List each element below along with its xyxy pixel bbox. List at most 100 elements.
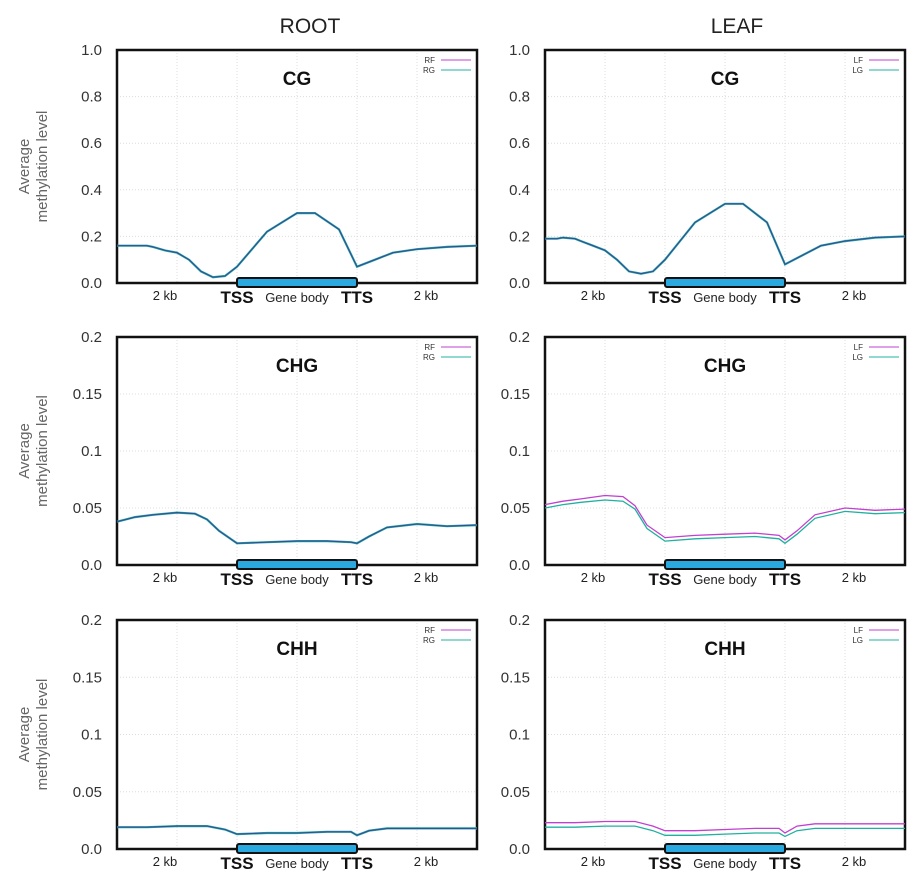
gene-body-bar — [664, 843, 786, 854]
legend-label-lg: LG — [852, 66, 863, 75]
ytick-label: 0.6 — [509, 135, 530, 152]
xlabel-right-flank: 2 kb — [414, 570, 439, 585]
ytick-label: 0.2 — [81, 228, 102, 245]
panel-title-chg: CHG — [704, 356, 746, 377]
ytick-label: 0.2 — [509, 329, 530, 346]
series-line-lf — [545, 820, 905, 834]
ytick-label: 1.0 — [81, 42, 102, 59]
ytick-label: 0.15 — [73, 669, 102, 686]
xlabel-left-flank: 2 kb — [153, 288, 178, 303]
xlabel-left-flank: 2 kb — [581, 570, 606, 585]
panel-title-cg: CG — [711, 69, 740, 90]
xlabel-gene-body: Gene body — [693, 290, 757, 305]
xlabel-right-flank: 2 kb — [414, 288, 439, 303]
xlabel-left-flank: 2 kb — [153, 570, 178, 585]
ylabel-line-1: Average — [16, 423, 33, 479]
ylabel-row-2: Average methylation level — [16, 395, 51, 507]
panel-title-chg: CHG — [276, 356, 318, 377]
xlabel-right-flank: 2 kb — [842, 854, 867, 869]
xlabel-tts: TTS — [341, 854, 373, 873]
xlabel-left-flank: 2 kb — [581, 854, 606, 869]
ytick-label: 0.0 — [81, 841, 102, 858]
ytick-label: 0.05 — [73, 500, 102, 517]
series-line-rg — [116, 512, 478, 544]
xlabel-tss: TSS — [648, 570, 681, 589]
legend-label-rf: RF — [424, 56, 435, 65]
panel-title-chh: CHH — [276, 639, 317, 660]
legend-label-rf: RF — [424, 343, 435, 352]
ylabel-row-3: Average methylation level — [16, 679, 51, 791]
xlabel-tts: TTS — [341, 570, 373, 589]
ytick-label: 0.2 — [81, 329, 102, 346]
legend-label-rf: RF — [424, 626, 435, 635]
ytick-label: 0.15 — [501, 386, 530, 403]
series-line-lg — [545, 203, 906, 275]
ylabel-line-2: methylation level — [34, 111, 51, 223]
panel-title-chh: CHH — [704, 639, 745, 660]
legend-label-lf: LF — [854, 626, 863, 635]
ylabel-line-2: methylation level — [34, 395, 51, 507]
ytick-label: 0.1 — [509, 443, 530, 460]
xlabel-tss: TSS — [220, 288, 253, 307]
xlabel-right-flank: 2 kb — [842, 288, 867, 303]
ytick-label: 0.2 — [81, 612, 102, 629]
xlabel-tts: TTS — [769, 570, 801, 589]
ytick-label: 0.2 — [509, 612, 530, 629]
series-line-lg — [545, 825, 905, 838]
xlabel-left-flank: 2 kb — [581, 288, 606, 303]
ytick-label: 0.0 — [509, 841, 530, 858]
ytick-label: 0.05 — [73, 784, 102, 801]
xlabel-tss: TSS — [220, 570, 253, 589]
ytick-label: 0.15 — [501, 669, 530, 686]
ytick-label: 0.0 — [81, 275, 102, 292]
ylabel-line-2: methylation level — [34, 679, 51, 791]
xlabel-left-flank: 2 kb — [153, 854, 178, 869]
ytick-label: 0.05 — [501, 784, 530, 801]
ytick-label: 0.4 — [509, 182, 530, 199]
ytick-label: 0.8 — [509, 89, 530, 106]
ytick-label: 0.4 — [81, 182, 102, 199]
legend-label-rg: RG — [423, 353, 435, 362]
xlabel-tts: TTS — [769, 854, 801, 873]
legend-label-rg: RG — [423, 636, 435, 645]
column-title-root: ROOT — [280, 15, 341, 38]
xlabel-right-flank: 2 kb — [414, 854, 439, 869]
xlabel-gene-body: Gene body — [265, 572, 329, 587]
xlabel-gene-body: Gene body — [693, 572, 757, 587]
xlabel-gene-body: Gene body — [265, 290, 329, 305]
ytick-label: 0.1 — [81, 443, 102, 460]
ytick-label: 0.0 — [509, 557, 530, 574]
xlabel-right-flank: 2 kb — [842, 570, 867, 585]
ytick-label: 0.15 — [73, 386, 102, 403]
ylabel-line-1: Average — [16, 139, 33, 195]
legend-label-lf: LF — [854, 343, 863, 352]
xlabel-tss: TSS — [648, 854, 681, 873]
xlabel-tss: TSS — [220, 854, 253, 873]
series-line-rg — [117, 825, 477, 836]
ytick-label: 0.8 — [81, 89, 102, 106]
panel-title-cg: CG — [283, 69, 312, 90]
ytick-label: 0.1 — [81, 727, 102, 744]
xlabel-tts: TTS — [341, 288, 373, 307]
xlabel-tts: TTS — [769, 288, 801, 307]
gene-body-bar — [236, 559, 358, 570]
ylabel-row-1: Average methylation level — [16, 111, 51, 223]
gene-body-bar — [236, 843, 358, 854]
ylabel-line-1: Average — [16, 707, 33, 763]
xlabel-tss: TSS — [648, 288, 681, 307]
legend-label-lg: LG — [852, 353, 863, 362]
ytick-label: 1.0 — [509, 42, 530, 59]
ytick-label: 0.0 — [81, 557, 102, 574]
legend-label-lg: LG — [852, 636, 863, 645]
gene-body-bar — [236, 277, 358, 288]
series-line-rg — [117, 212, 478, 278]
gene-body-bar — [664, 559, 786, 570]
